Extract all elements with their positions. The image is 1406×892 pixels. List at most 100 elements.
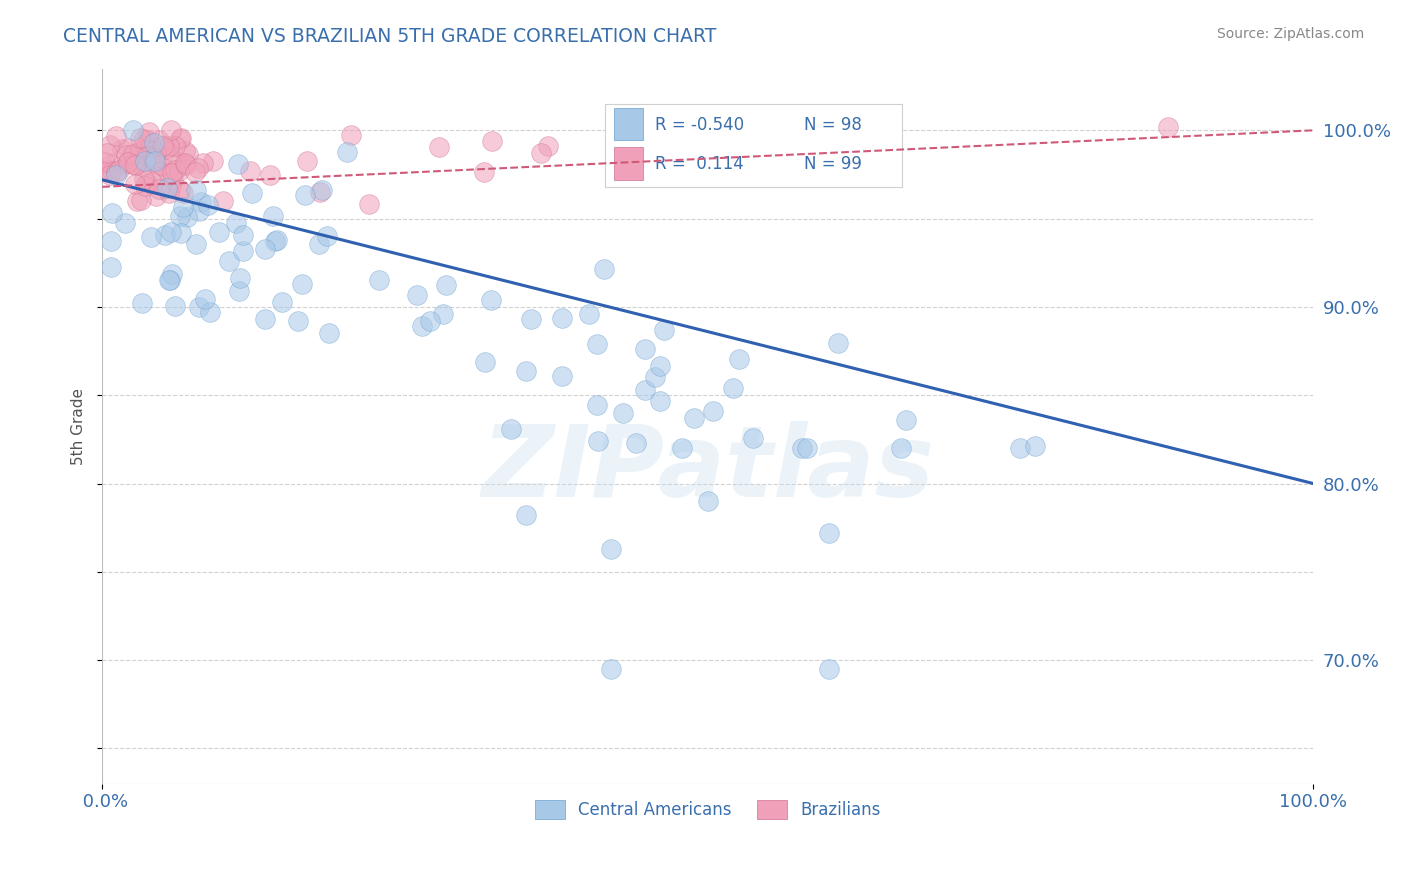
Point: [228, 284, 250, 298]
Point: [115, 157, 138, 171]
Point: [419, 314, 441, 328]
Point: [271, 295, 294, 310]
Point: [156, 181, 179, 195]
Point: [665, 145, 688, 160]
Point: [515, 508, 537, 523]
Point: [96, 146, 118, 161]
Point: [162, 172, 184, 186]
Point: [499, 422, 522, 436]
Point: [143, 144, 166, 158]
Point: [588, 434, 610, 449]
Point: [682, 411, 704, 425]
Point: [648, 393, 671, 408]
Point: [141, 175, 163, 189]
Point: [200, 304, 222, 318]
Point: [93, 155, 115, 169]
Point: [357, 197, 380, 211]
Point: [316, 229, 339, 244]
Point: [108, 162, 131, 177]
Point: [707, 146, 730, 161]
Point: [644, 370, 666, 384]
Point: [148, 133, 170, 147]
Point: [187, 161, 209, 175]
Point: [702, 404, 724, 418]
Point: [254, 312, 277, 326]
Point: [174, 158, 197, 172]
Point: [599, 541, 621, 556]
Point: [429, 140, 451, 154]
Point: [131, 296, 153, 310]
Point: [143, 154, 166, 169]
Point: [515, 364, 537, 378]
Point: [472, 165, 495, 179]
Point: [262, 209, 284, 223]
Point: [890, 441, 912, 455]
Point: [703, 120, 725, 134]
Point: [474, 354, 496, 368]
Point: [152, 138, 174, 153]
Point: [202, 154, 225, 169]
Point: [634, 384, 657, 398]
Point: [259, 168, 281, 182]
Point: [170, 227, 193, 241]
Point: [686, 136, 709, 150]
Point: [184, 165, 207, 179]
Point: [134, 139, 156, 153]
Point: [162, 166, 184, 180]
Point: [100, 260, 122, 274]
Point: [197, 198, 219, 212]
Point: [132, 132, 155, 146]
Point: [212, 194, 235, 208]
Point: [264, 234, 287, 248]
Point: [796, 441, 818, 455]
Legend: Central Americans, Brazilians: Central Americans, Brazilians: [529, 793, 887, 825]
Point: [194, 292, 217, 306]
Point: [728, 352, 751, 367]
Point: [157, 272, 180, 286]
Point: [170, 130, 193, 145]
Point: [124, 158, 146, 172]
Point: [232, 227, 254, 242]
Point: [111, 142, 134, 156]
Point: [188, 203, 211, 218]
Point: [827, 336, 849, 351]
Text: Source: ZipAtlas.com: Source: ZipAtlas.com: [1216, 27, 1364, 41]
Point: [752, 141, 775, 155]
Point: [105, 165, 128, 179]
Point: [368, 273, 391, 287]
Point: [169, 183, 191, 197]
Point: [156, 165, 179, 179]
Point: [105, 168, 128, 182]
Point: [134, 178, 156, 193]
Point: [294, 188, 316, 202]
Point: [136, 132, 159, 146]
Point: [129, 130, 152, 145]
Point: [1008, 441, 1031, 455]
Point: [626, 436, 648, 450]
Point: [578, 307, 600, 321]
Point: [318, 326, 340, 340]
Point: [165, 162, 187, 177]
Point: [149, 158, 172, 172]
Point: [104, 129, 127, 144]
Point: [1157, 120, 1180, 134]
Point: [225, 216, 247, 230]
Point: [232, 244, 254, 258]
Point: [134, 154, 156, 169]
Point: [100, 164, 122, 178]
Point: [121, 146, 143, 161]
Point: [100, 157, 122, 171]
Point: [124, 177, 146, 191]
Point: [295, 154, 318, 169]
Point: [148, 181, 170, 195]
Point: [172, 200, 194, 214]
Point: [411, 319, 433, 334]
Point: [725, 148, 748, 162]
Point: [127, 194, 149, 208]
Point: [145, 188, 167, 202]
Point: [157, 186, 180, 201]
Point: [266, 233, 288, 247]
Point: [537, 139, 560, 153]
Point: [132, 155, 155, 169]
Point: [176, 147, 198, 161]
